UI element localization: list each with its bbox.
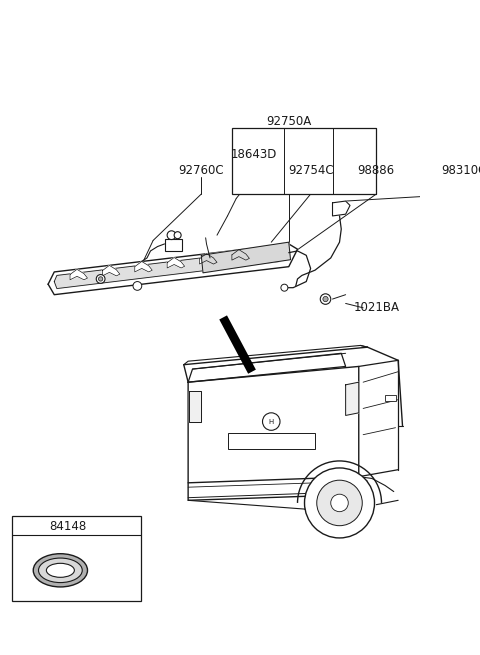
Circle shape: [317, 480, 362, 526]
Polygon shape: [346, 382, 359, 415]
Bar: [12, 516, 141, 601]
Polygon shape: [232, 250, 250, 260]
Circle shape: [331, 494, 348, 512]
Text: 84148: 84148: [49, 520, 86, 533]
Polygon shape: [54, 248, 284, 289]
Text: 92754C: 92754C: [288, 164, 334, 177]
Circle shape: [263, 413, 280, 430]
Text: 98886: 98886: [358, 164, 395, 177]
Circle shape: [96, 274, 105, 284]
FancyArrow shape: [219, 315, 256, 374]
Polygon shape: [333, 201, 350, 216]
Polygon shape: [102, 265, 120, 276]
Circle shape: [304, 468, 374, 538]
Bar: [232, 128, 376, 194]
Polygon shape: [70, 269, 87, 280]
Circle shape: [167, 231, 176, 240]
Text: 92750A: 92750A: [266, 115, 312, 128]
Ellipse shape: [33, 553, 87, 587]
Bar: [385, 396, 396, 401]
Polygon shape: [167, 257, 185, 268]
Circle shape: [133, 282, 142, 290]
Polygon shape: [48, 244, 298, 295]
Polygon shape: [200, 253, 217, 264]
Circle shape: [281, 284, 288, 291]
Text: 92760C: 92760C: [179, 164, 224, 177]
Text: 18643D: 18643D: [230, 148, 277, 161]
Ellipse shape: [47, 563, 74, 577]
Circle shape: [174, 232, 181, 238]
Text: H: H: [269, 419, 274, 424]
Circle shape: [98, 277, 103, 281]
Circle shape: [320, 294, 331, 305]
Bar: [228, 433, 315, 449]
Circle shape: [323, 297, 328, 302]
Bar: [165, 238, 182, 251]
Polygon shape: [135, 261, 152, 272]
Text: 1021BA: 1021BA: [353, 301, 399, 314]
Polygon shape: [201, 242, 290, 273]
Ellipse shape: [38, 558, 82, 582]
Text: 98310C: 98310C: [441, 164, 480, 177]
Polygon shape: [189, 391, 201, 422]
